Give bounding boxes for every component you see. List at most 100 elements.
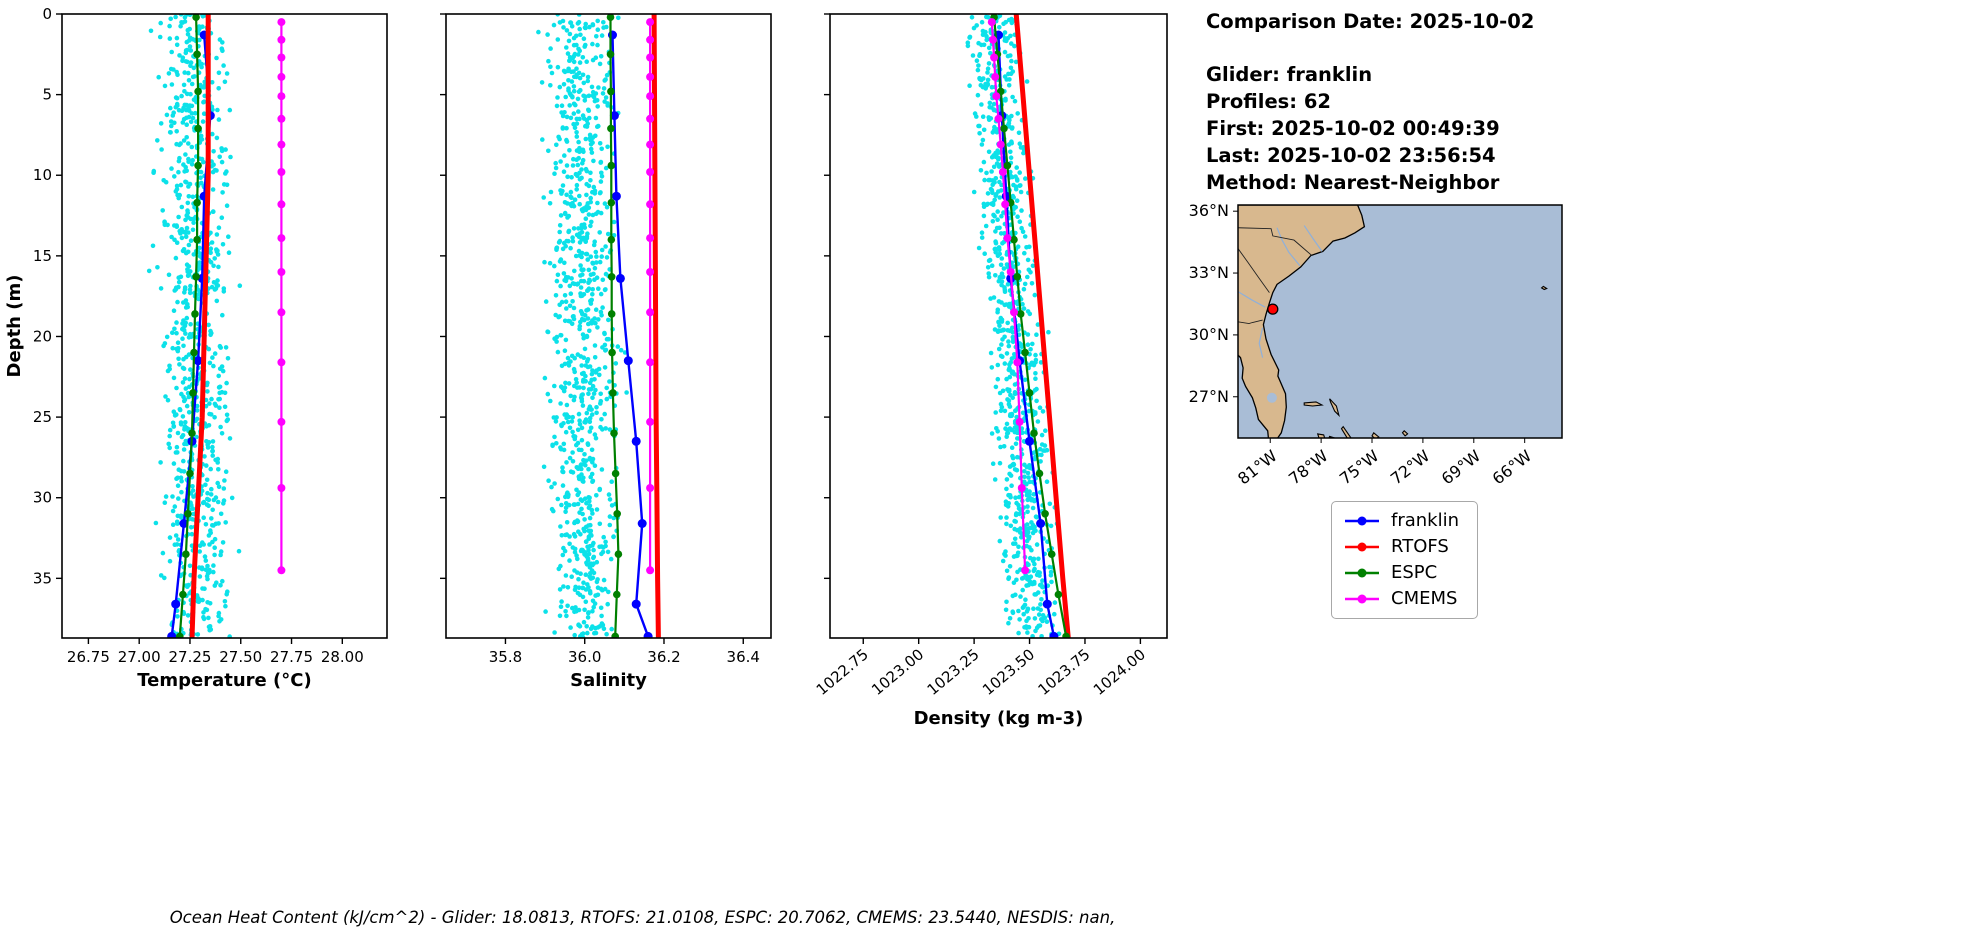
scatter-point	[564, 613, 569, 619]
scatter-point	[549, 484, 554, 490]
scatter-point	[1017, 617, 1022, 622]
scatter-point	[597, 141, 603, 146]
scatter-point	[187, 563, 193, 569]
scatter-point	[1033, 352, 1038, 358]
series-ESPC-marker	[607, 124, 615, 133]
scatter-point	[986, 45, 992, 51]
scatter-point	[171, 110, 176, 115]
scatter-point	[227, 634, 232, 638]
scatter-point	[995, 376, 1001, 382]
scatter-point	[590, 598, 596, 604]
scatter-point	[1029, 497, 1034, 503]
scatter-point	[583, 21, 588, 27]
scatter-point	[201, 499, 207, 505]
scatter-point	[566, 229, 571, 235]
map-state-border	[1238, 227, 1313, 256]
scatter-point	[164, 334, 170, 340]
scatter-point	[599, 247, 605, 253]
scatter-point	[603, 539, 608, 545]
scatter-point	[201, 542, 206, 547]
series-CMEMS-marker	[991, 72, 1000, 81]
scatter-point	[572, 125, 578, 130]
scatter-point	[188, 367, 193, 372]
scatter-point	[582, 346, 588, 352]
series-franklin	[608, 30, 653, 638]
scatter-point	[220, 242, 226, 247]
scatter-point	[166, 272, 172, 278]
scatter-point	[572, 520, 577, 526]
legend-marker	[1357, 568, 1367, 578]
scatter-point	[212, 545, 217, 550]
legend-marker	[1357, 594, 1367, 604]
scatter-point	[577, 326, 582, 332]
scatter-point	[1024, 583, 1029, 588]
scatter-point	[586, 107, 591, 113]
scatter-point	[551, 508, 556, 514]
scatter-point	[598, 291, 604, 297]
scatter-point	[1033, 514, 1039, 519]
scatter-point	[576, 226, 581, 231]
scatter-point	[998, 401, 1004, 407]
scatter-point	[984, 33, 989, 39]
scatter-point	[206, 533, 212, 538]
scatter-point	[978, 83, 984, 88]
series-CMEMS-marker	[277, 72, 286, 81]
scatter-point	[995, 309, 1000, 315]
scatter-point	[592, 343, 598, 348]
scatter-point	[606, 589, 611, 595]
scatter-point	[175, 537, 181, 542]
scatter-point	[986, 271, 991, 276]
scatter-point	[1025, 504, 1030, 509]
scatter-point	[548, 83, 553, 88]
scatter-point	[585, 74, 591, 80]
scatter-point	[579, 506, 584, 512]
scatter-point	[1004, 515, 1009, 520]
scatter-point	[599, 254, 604, 259]
scatter-point	[562, 348, 568, 354]
scatter-point	[184, 107, 189, 113]
scatter-point	[223, 603, 228, 609]
scatter-point	[190, 194, 196, 200]
legend-swatch-franklin	[1345, 516, 1379, 526]
scatter-point	[611, 515, 616, 521]
scatter-point	[577, 170, 582, 176]
series-CMEMS-marker	[277, 358, 286, 367]
scatter-point	[173, 104, 179, 110]
series-CMEMS	[646, 18, 655, 575]
scatter-point	[177, 155, 182, 161]
scatter-point	[197, 260, 202, 265]
scatter-point	[1043, 428, 1048, 434]
scatter-point	[586, 391, 591, 397]
scatter-point	[1021, 145, 1026, 150]
scatter-point	[222, 599, 228, 604]
scatter-point	[229, 495, 235, 501]
scatter-point	[570, 299, 575, 304]
scatter-point	[566, 38, 572, 44]
scatter-point	[172, 542, 178, 547]
scatter-point	[1025, 257, 1031, 263]
scatter-point	[224, 182, 230, 188]
scatter-point	[578, 571, 583, 576]
scatter-point	[1030, 263, 1036, 269]
scatter-point	[595, 18, 600, 24]
map-x-tick-label: 75°W	[1336, 446, 1383, 488]
y-tick-label: 10	[33, 166, 52, 184]
scatter-point	[568, 245, 573, 251]
scatter-point	[582, 517, 587, 522]
scatter-point	[1008, 149, 1013, 155]
scatter-point	[217, 154, 222, 160]
series-CMEMS-marker	[646, 566, 655, 575]
scatter-point	[220, 190, 225, 195]
scatter-point	[1025, 509, 1030, 515]
scatter-point	[210, 439, 216, 444]
scatter-point	[223, 171, 228, 176]
scatter-point	[1037, 405, 1043, 411]
scatter-point	[572, 268, 577, 274]
legend-label: franklin	[1391, 510, 1460, 531]
legend-item-CMEMS: CMEMS	[1343, 589, 1459, 609]
scatter-point	[570, 238, 576, 244]
series-ESPC-marker	[191, 310, 199, 318]
scatter-point	[571, 531, 577, 537]
scatter-point	[577, 592, 583, 598]
series-CMEMS-marker	[277, 53, 286, 62]
